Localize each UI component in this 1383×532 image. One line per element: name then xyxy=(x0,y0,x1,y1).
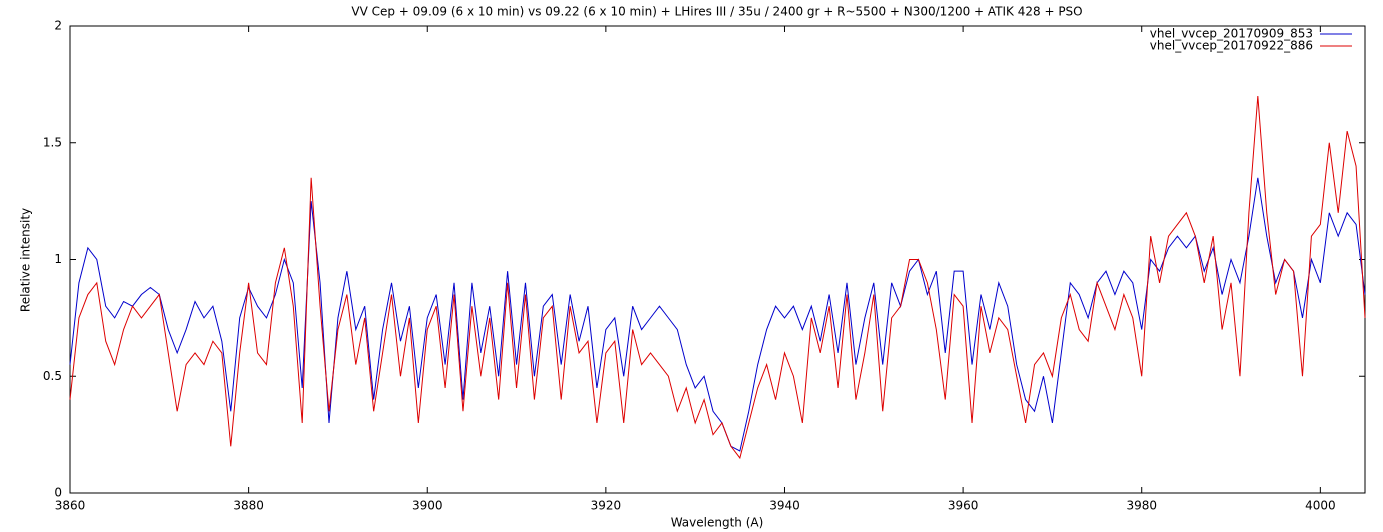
y-tick-label: 1.5 xyxy=(43,135,62,149)
legend-label: vhel_vvcep_20170909_853 xyxy=(1150,27,1313,41)
x-tick-label: 3940 xyxy=(769,499,800,513)
x-tick-label: 3860 xyxy=(55,499,86,513)
x-tick-label: 3960 xyxy=(948,499,979,513)
y-axis-label: Relative intensity xyxy=(19,208,33,312)
data-line xyxy=(69,96,1366,460)
data-line xyxy=(69,177,1366,452)
legend-label: vhel_vvcep_20170922_886 xyxy=(1150,39,1313,53)
x-axis-label: Wavelength (A) xyxy=(671,516,764,530)
x-tick-label: 3880 xyxy=(233,499,264,513)
x-tick-label: 3920 xyxy=(591,499,622,513)
plot-frame xyxy=(69,25,1366,494)
x-tick-label: 4000 xyxy=(1305,499,1336,513)
chart-title: VV Cep + 09.09 (6 x 10 min) vs 09.22 (6 … xyxy=(351,5,1082,19)
y-tick-label: 0.5 xyxy=(43,369,62,383)
y-tick-label: 0 xyxy=(54,486,62,500)
x-tick-label: 3900 xyxy=(412,499,443,513)
y-tick-label: 2 xyxy=(54,19,62,33)
x-tick-label: 3980 xyxy=(1126,499,1157,513)
y-tick-label: 1 xyxy=(54,252,62,266)
